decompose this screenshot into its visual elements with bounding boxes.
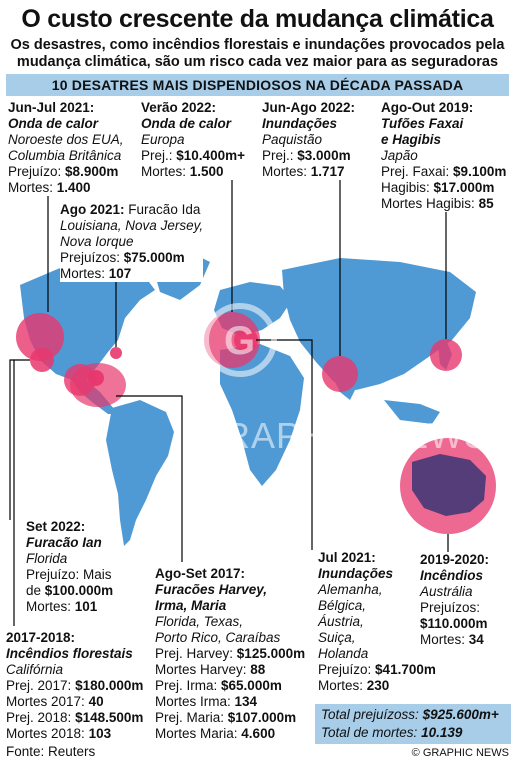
watermark: GRAPHIC NEWS [195,415,490,456]
source-note: Fonte: Reuters [6,744,96,759]
se-asia-land [384,400,440,424]
gn-logo: G [203,303,277,377]
highlight-europe [204,312,260,368]
australia-overlay [412,454,486,516]
event-card-typhoons-japan: Ago-Out 2019: Tufões Faxai e Hagibis Jap… [381,100,507,212]
page-subtitle: Os desastres, como incêndios florestais … [10,37,505,70]
total-losses-label: Total prejuízoss: [321,707,419,722]
highlight-maria [88,370,104,386]
asia-land [282,258,476,390]
leader-e8 [116,395,183,562]
event-card-wildfires-australia: 2019-2020: Incêndios Austrália Prejuízos… [420,552,490,648]
page-title: O custo crescente da mudança climática [21,5,494,33]
event-card-hurricane-ian: Set 2022: Furacão Ian Florida Prejuízo: … [26,519,114,615]
totals-box: Total prejuízoss: $925.600m+ Total de mo… [315,704,511,744]
highlight-california [30,348,54,372]
highlight-ida [110,347,122,359]
total-losses-value: $925.600m+ [422,707,499,722]
event-card-hurricanes-harvey-irma-maria: Ago-Set 2017: Furacões Harvey, Irma, Mar… [155,566,306,742]
copyright-note: © GRAPHIC NEWS [411,747,509,759]
africa-land [220,344,304,486]
highlight-pakistan [322,356,358,392]
highlight-pacific-nw [16,313,64,361]
leader-e7 [13,359,30,626]
leader-e6 [9,359,14,520]
svg-text:G: G [224,319,255,363]
section-banner: 10 DESATRES MAIS DISPENDIOSOS NA DÉCADA … [6,74,509,96]
event-card-heatwave-europe: Verão 2022: Onda de calor Europa Prej.: … [141,100,245,180]
event-card-california-wildfires: 2017-2018: Incêndios florestais Califórn… [6,630,144,742]
event-card-hurricane-ida: Ago 2021: Furacão Ida Louisiana, Nova Je… [60,202,204,282]
event-card-floods-europe: Jul 2021: Inundações Alemanha, Bélgica, … [318,550,436,694]
highlight-japan [430,339,462,371]
south-america-land [106,400,174,546]
total-deaths-label: Total de mortes: [321,725,418,740]
highlight-west-europe [234,328,258,352]
event-card-heatwave-nw-usa: Jun-Jul 2021: Onda de calor Noroeste dos… [8,100,124,196]
event-card-floods-pakistan: Jun-Ago 2022: Inundações Paquistão Prej.… [262,100,356,180]
total-deaths-value: 10.139 [421,725,463,740]
